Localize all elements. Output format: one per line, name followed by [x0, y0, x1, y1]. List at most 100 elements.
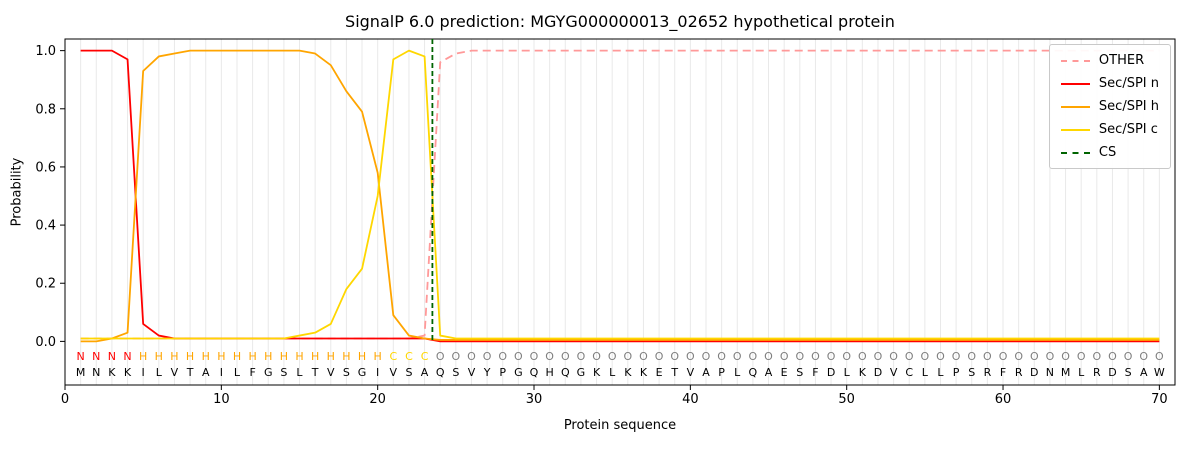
- region-label: O: [717, 350, 726, 363]
- region-label: N: [92, 350, 100, 363]
- region-label: H: [374, 350, 382, 363]
- region-label: O: [1108, 350, 1117, 363]
- residue-letter: K: [859, 366, 867, 379]
- region-label: O: [1030, 350, 1039, 363]
- residue-letter: L: [156, 366, 163, 379]
- x-tick-label: 40: [682, 392, 699, 407]
- residue-letter: D: [874, 366, 882, 379]
- residue-letter: F: [812, 366, 818, 379]
- region-label: O: [670, 350, 679, 363]
- residue-letter: D: [827, 366, 835, 379]
- region-label: O: [780, 350, 789, 363]
- residue-letter: E: [656, 366, 663, 379]
- residue-letter: R: [984, 366, 992, 379]
- residue-letter: G: [577, 366, 586, 379]
- residue-letter: A: [702, 366, 710, 379]
- region-label: H: [358, 350, 366, 363]
- residue-letter: P: [718, 366, 725, 379]
- residue-letter: D: [1030, 366, 1038, 379]
- region-label: H: [264, 350, 272, 363]
- y-axis-label: Probability: [9, 157, 25, 227]
- legend-entry-other: OTHER: [1060, 53, 1159, 68]
- residue-letter: P: [499, 366, 506, 379]
- residue-letter: H: [546, 366, 554, 379]
- region-label: H: [170, 350, 178, 363]
- residue-letter: G: [264, 366, 273, 379]
- residue-letter: L: [296, 366, 303, 379]
- region-label: O: [436, 350, 445, 363]
- region-label: H: [295, 350, 303, 363]
- region-label: H: [342, 350, 350, 363]
- region-label: O: [921, 350, 930, 363]
- residue-letter: R: [1015, 366, 1023, 379]
- region-label: C: [421, 350, 429, 363]
- curve-sec-spi-n: [80, 49, 1160, 343]
- residue-letter: Y: [483, 366, 491, 379]
- region-label: H: [248, 350, 256, 363]
- residue-letter: L: [234, 366, 241, 379]
- y-tick-label: 0.0: [35, 335, 56, 350]
- x-tick-label: 0: [61, 392, 69, 407]
- residue-letter: K: [124, 366, 132, 379]
- region-label: H: [139, 350, 147, 363]
- region-label: O: [639, 350, 648, 363]
- residue-letter: V: [390, 366, 398, 379]
- region-label: O: [905, 350, 914, 363]
- residue-letter: P: [953, 366, 960, 379]
- region-label: N: [108, 350, 116, 363]
- residue-letter: S: [343, 366, 350, 379]
- residue-letter: A: [202, 366, 210, 379]
- region-label: O: [498, 350, 507, 363]
- y-tick-label: 0.2: [35, 277, 56, 292]
- region-label: O: [842, 350, 851, 363]
- curve-sec-spi-c: [80, 49, 1160, 340]
- legend-label-other: OTHER: [1098, 53, 1145, 68]
- residue-letter: G: [514, 366, 523, 379]
- x-axis-label: Protein sequence: [563, 418, 677, 433]
- region-label: O: [874, 350, 883, 363]
- region-label: O: [749, 350, 758, 363]
- x-tick-label: 20: [369, 392, 386, 407]
- residue-letter: S: [452, 366, 459, 379]
- region-label: O: [577, 350, 586, 363]
- region-label: O: [545, 350, 554, 363]
- region-label: H: [186, 350, 194, 363]
- residue-letter: K: [593, 366, 601, 379]
- residue-letter: Q: [561, 366, 570, 379]
- residue-letter: E: [781, 366, 788, 379]
- residue-letter: G: [358, 366, 367, 379]
- region-label: O: [1077, 350, 1086, 363]
- residue-letter: I: [376, 366, 379, 379]
- region-label: O: [483, 350, 492, 363]
- legend-line-sec-spi-n: [1060, 82, 1090, 85]
- legend-line-sec-spi-c: [1060, 128, 1090, 131]
- chart-title: SignalP 6.0 prediction: MGYG000000013_02…: [345, 12, 895, 31]
- residue-letter: R: [1093, 366, 1101, 379]
- region-label: O: [967, 350, 976, 363]
- x-tick-label: 70: [1151, 392, 1168, 407]
- residue-letter: S: [405, 366, 412, 379]
- residue-letter: Q: [436, 366, 445, 379]
- legend-entry-sec-spi-n: Sec/SPI n: [1060, 76, 1159, 91]
- residue-letter: Q: [530, 366, 539, 379]
- residue-letter: F: [249, 366, 255, 379]
- region-label: O: [608, 350, 617, 363]
- region-label: O: [1092, 350, 1101, 363]
- region-label: O: [889, 350, 898, 363]
- region-label: N: [77, 350, 85, 363]
- legend-label-sec-spi-n: Sec/SPI n: [1098, 76, 1159, 91]
- residue-letter: A: [421, 366, 429, 379]
- residue-letter: T: [186, 366, 194, 379]
- residue-letter: C: [905, 366, 913, 379]
- region-label: O: [686, 350, 695, 363]
- region-label: O: [702, 350, 711, 363]
- region-label: O: [1046, 350, 1055, 363]
- region-label: O: [561, 350, 570, 363]
- region-label: O: [655, 350, 664, 363]
- x-tick-label: 30: [526, 392, 543, 407]
- residue-letter: L: [734, 366, 741, 379]
- y-tick-label: 0.6: [35, 160, 56, 175]
- residue-letter: N: [92, 366, 100, 379]
- residue-letter: M: [76, 366, 86, 379]
